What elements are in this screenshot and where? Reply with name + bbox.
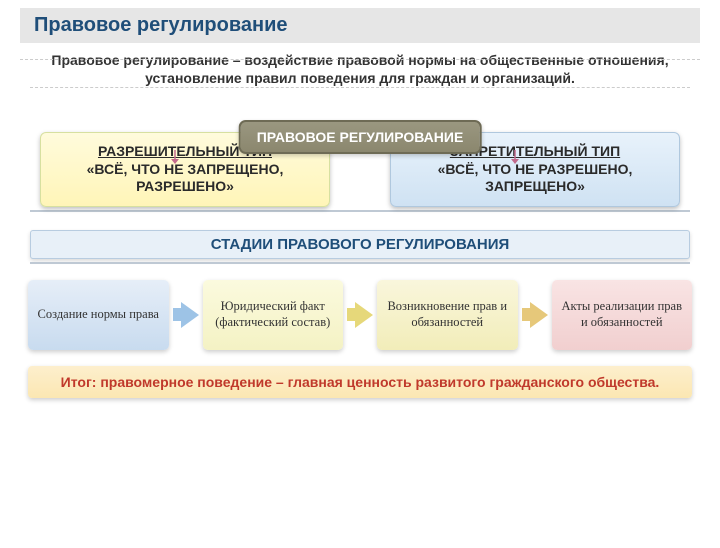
divider-2 [30, 262, 690, 264]
stage-arrow-1-icon [173, 302, 199, 328]
page-title: Правовое регулирование [34, 14, 288, 36]
page-title-bar: Правовое регулирование [20, 8, 700, 43]
stages-row: Создание нормы права Юридический факт (ф… [28, 280, 692, 350]
stage-arrow-3-icon [522, 302, 548, 328]
branch-arrow-left-icon [170, 150, 180, 164]
permissive-quote: «ВСЁ, ЧТО НЕ ЗАПРЕЩЕНО, РАЗРЕШЕНО» [49, 161, 321, 196]
stage-arrow-2-icon [347, 302, 373, 328]
branch-arrow-right-icon [510, 150, 520, 164]
stage-3: Возникновение прав и обязанностей [377, 280, 518, 350]
stages-label: СТАДИИ ПРАВОВОГО РЕГУЛИРОВАНИЯ [30, 230, 690, 259]
prohibitive-quote: «ВСЁ, ЧТО НЕ РАЗРЕШЕНО, ЗАПРЕЩЕНО» [399, 161, 671, 196]
stage-1: Создание нормы права [28, 280, 169, 350]
regulation-badge: ПРАВОВОЕ РЕГУЛИРОВАНИЕ [239, 120, 482, 154]
intro-text: Правовое регулирование – воздействие пра… [30, 51, 690, 88]
stage-2: Юридический факт (фактический состав) [203, 280, 344, 350]
itog-box: Итог: правомерное поведение – главная це… [28, 366, 692, 398]
divider-1 [30, 210, 690, 212]
stage-4: Акты реализации прав и обязанностей [552, 280, 693, 350]
